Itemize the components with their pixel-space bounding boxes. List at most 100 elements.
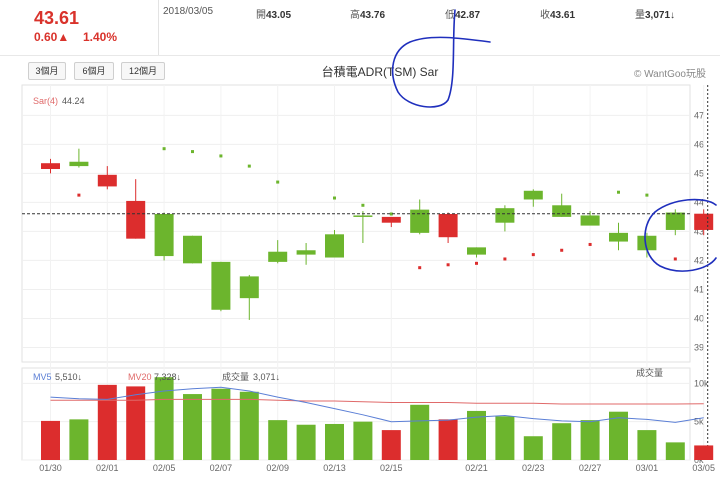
volume-bar xyxy=(41,420,60,460)
mv5-legend-label: MV5 xyxy=(33,372,52,382)
sar-point xyxy=(418,266,422,270)
volume-bar xyxy=(467,410,486,460)
volume-bar xyxy=(154,377,174,460)
volume-bar xyxy=(69,419,89,460)
candle-body xyxy=(183,235,202,264)
volume-bar xyxy=(609,411,628,460)
last-price: 43.61 xyxy=(34,8,80,28)
volume-bar xyxy=(126,386,146,460)
volume-bar xyxy=(637,430,657,460)
price-tick-label: 45 xyxy=(694,168,704,178)
volume-bar xyxy=(495,416,515,460)
price-tick-label: 41 xyxy=(694,284,704,294)
sar-point xyxy=(333,196,336,200)
candle-body xyxy=(154,213,174,257)
candle-body xyxy=(495,208,515,223)
candle-body xyxy=(609,232,628,242)
date-tick-label: 02/21 xyxy=(465,463,488,473)
high-label: 高 xyxy=(350,10,360,21)
date-tick-label: 02/07 xyxy=(210,463,233,473)
candle-body xyxy=(325,234,344,258)
sar-indicator-label: Sar(4) xyxy=(33,96,58,106)
sar-point xyxy=(191,150,194,154)
volume-tick-label: 10k xyxy=(694,378,709,388)
date-tick-label: 02/09 xyxy=(266,463,289,473)
open-value: 43.05 xyxy=(266,10,292,21)
candle-body xyxy=(69,161,89,167)
close-value: 43.61 xyxy=(550,10,576,21)
volume-legend-value: 3,071↓ xyxy=(253,372,280,382)
sar-point xyxy=(645,193,649,197)
volume-bar xyxy=(97,384,117,460)
candle-body xyxy=(381,216,401,223)
sar-point xyxy=(588,242,592,246)
volume-bar xyxy=(239,391,259,460)
low-value: 42.87 xyxy=(455,10,481,21)
annotation-circle-last-candle xyxy=(644,198,717,272)
candle-body xyxy=(580,215,600,226)
high-field: 高43.76 xyxy=(350,6,385,21)
volume-bar xyxy=(410,404,430,460)
source-credit: © WantGoo玩股 xyxy=(633,69,706,80)
quote-header: 43.61 0.60▲ 1.40% 2018/03/05 開43.05 高43.… xyxy=(0,0,720,55)
price-tick-label: 39 xyxy=(694,342,704,352)
open-field: 開43.05 xyxy=(256,6,291,21)
percent-change: 1.40% xyxy=(83,30,118,44)
volume-bar xyxy=(694,445,714,460)
annotation-circle-title xyxy=(391,9,491,108)
candle-body xyxy=(438,213,458,238)
sar-point xyxy=(276,180,280,184)
volume-field: 量3,071↓ xyxy=(635,6,675,21)
candle-body xyxy=(552,205,572,217)
sar-point xyxy=(361,203,365,207)
volume-bar xyxy=(183,394,202,460)
low-field: 低42.87 xyxy=(445,6,480,21)
volume-bar xyxy=(552,423,572,460)
price-tick-label: 44 xyxy=(694,197,704,207)
date-tick-label: 03/05 xyxy=(692,463,715,473)
candle-body xyxy=(41,163,60,170)
divider xyxy=(158,0,159,20)
candle-body xyxy=(268,251,288,262)
candle-body xyxy=(97,174,117,187)
candle-body xyxy=(211,261,231,310)
sar-point xyxy=(475,261,478,265)
sar-point xyxy=(389,212,393,216)
price-block: 43.61 0.60▲ 1.40% xyxy=(0,0,159,55)
sar-point xyxy=(219,154,223,158)
price-tick-label: 47 xyxy=(694,110,704,120)
date-tick-label: 02/13 xyxy=(323,463,346,473)
volume-panel-title: 成交量 xyxy=(636,367,663,378)
sar-point xyxy=(673,257,677,261)
price-change: 0.60▲ xyxy=(34,30,70,44)
volume-bar xyxy=(325,423,344,460)
price-tick-label: 42 xyxy=(694,255,704,265)
candle-body xyxy=(239,276,259,299)
mv5-line xyxy=(50,386,704,423)
open-label: 開 xyxy=(256,10,266,21)
candle-body xyxy=(523,190,543,200)
range-6m-button[interactable]: 6個月 xyxy=(74,62,114,80)
close-label: 收 xyxy=(540,10,550,21)
volume-bar xyxy=(438,419,458,460)
date-tick-label: 02/01 xyxy=(96,463,119,473)
volume-bar xyxy=(296,424,316,460)
sar-point xyxy=(617,190,620,194)
date-tick-label: 02/05 xyxy=(153,463,176,473)
volume-bar xyxy=(665,442,685,460)
sar-point xyxy=(503,257,507,261)
volume-legend-label: 成交量 xyxy=(222,371,249,382)
quote-date: 2018/03/05 xyxy=(163,6,214,17)
close-field: 收43.61 xyxy=(540,6,575,21)
mv20-legend-label: MV20 xyxy=(128,372,152,382)
price-tick-label: 46 xyxy=(694,139,704,149)
date-tick-label: 02/15 xyxy=(380,463,403,473)
date-tick-label: 01/30 xyxy=(39,463,62,473)
range-12m-button[interactable]: 12個月 xyxy=(121,62,165,80)
range-3m-button[interactable]: 3個月 xyxy=(28,62,66,80)
date-tick-label: 02/23 xyxy=(522,463,545,473)
volume-tick-label: 5k xyxy=(694,417,704,427)
candle-body xyxy=(467,247,486,255)
sar-point xyxy=(77,193,81,197)
